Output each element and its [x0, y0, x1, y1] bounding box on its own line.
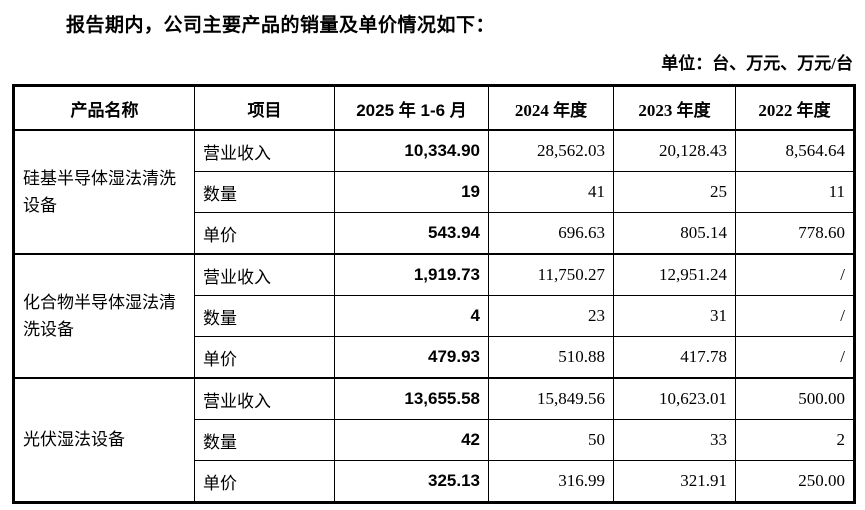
value-cell: /: [735, 253, 855, 296]
value-cell: 19: [334, 171, 489, 213]
table-row: 数量 19 41 25 11: [14, 171, 855, 213]
value-cell: 2: [735, 419, 855, 461]
col-header-2022: 2022 年度: [735, 85, 855, 131]
item-label-cell: 数量: [194, 171, 335, 213]
col-header-item: 项目: [194, 85, 335, 131]
col-header-2023: 2023 年度: [613, 85, 736, 131]
item-label-cell: 营业收入: [194, 253, 335, 296]
value-cell: 12,951.24: [613, 253, 736, 296]
item-label-cell: 营业收入: [194, 129, 335, 172]
value-cell: 11,750.27: [488, 253, 614, 296]
item-label-cell: 单价: [194, 212, 335, 255]
table-row: 单价 325.13 316.99 321.91 250.00: [14, 460, 855, 503]
value-cell: 15,849.56: [488, 377, 614, 420]
item-label-cell: 单价: [194, 460, 335, 503]
value-cell: 805.14: [613, 212, 736, 255]
table-row: 化合物半导体湿法清洗设备 营业收入 1,919.73 11,750.27 12,…: [13, 253, 855, 379]
value-cell: 11: [735, 171, 855, 213]
table-row: 数量 42 50 33 2: [14, 419, 855, 461]
value-cell: 543.94: [334, 212, 489, 255]
value-cell: /: [735, 336, 855, 379]
value-cell: 31: [613, 295, 736, 337]
value-cell: 4: [334, 295, 489, 337]
value-cell: 50: [488, 419, 614, 461]
table-header-row: 产品名称 项目 2025 年 1-6 月 2024 年度 2023 年度 202…: [13, 85, 855, 131]
value-cell: 13,655.58: [334, 377, 489, 420]
product-name-cell: 硅基半导体湿法清洗设备: [13, 129, 195, 255]
item-label-cell: 单价: [194, 336, 335, 379]
col-header-2025h1: 2025 年 1-6 月: [334, 85, 489, 131]
table-row: 数量 4 23 31 /: [14, 295, 855, 337]
item-label-cell: 数量: [194, 295, 335, 337]
product-sales-table: 产品名称 项目 2025 年 1-6 月 2024 年度 2023 年度 202…: [12, 84, 856, 504]
value-cell: 8,564.64: [735, 129, 855, 172]
value-cell: 42: [334, 419, 489, 461]
table-row: 单价 479.93 510.88 417.78 /: [14, 336, 855, 379]
value-cell: 25: [613, 171, 736, 213]
value-cell: 28,562.03: [488, 129, 614, 172]
value-cell: 41: [488, 171, 614, 213]
value-cell: 33: [613, 419, 736, 461]
table-row: 硅基半导体湿法清洗设备 营业收入 10,334.90 28,562.03 20,…: [13, 129, 855, 255]
value-cell: 325.13: [334, 460, 489, 503]
col-header-product-name: 产品名称: [13, 85, 195, 131]
value-cell: 20,128.43: [613, 129, 736, 172]
value-cell: 500.00: [735, 377, 855, 420]
value-cell: 778.60: [735, 212, 855, 255]
col-header-2024: 2024 年度: [488, 85, 614, 131]
table-row: 光伏湿法设备 营业收入 13,655.58 15,849.56 10,623.0…: [13, 377, 855, 503]
value-cell: 23: [488, 295, 614, 337]
product-name-cell: 光伏湿法设备: [13, 377, 195, 503]
value-cell: 1,919.73: [334, 253, 489, 296]
value-cell: 316.99: [488, 460, 614, 503]
value-cell: 10,623.01: [613, 377, 736, 420]
intro-paragraph: 报告期内，公司主要产品的销量及单价情况如下：: [66, 15, 496, 36]
value-cell: 479.93: [334, 336, 489, 379]
value-cell: 417.78: [613, 336, 736, 379]
table-row: 单价 543.94 696.63 805.14 778.60: [14, 212, 855, 255]
value-cell: 696.63: [488, 212, 614, 255]
value-cell: 250.00: [735, 460, 855, 503]
product-name-cell: 化合物半导体湿法清洗设备: [13, 253, 195, 379]
unit-note: 单位：台、万元、万元/台: [661, 54, 853, 73]
item-label-cell: 营业收入: [194, 377, 335, 420]
item-label-cell: 数量: [194, 419, 335, 461]
value-cell: 510.88: [488, 336, 614, 379]
value-cell: 321.91: [613, 460, 736, 503]
value-cell: /: [735, 295, 855, 337]
value-cell: 10,334.90: [334, 129, 489, 172]
